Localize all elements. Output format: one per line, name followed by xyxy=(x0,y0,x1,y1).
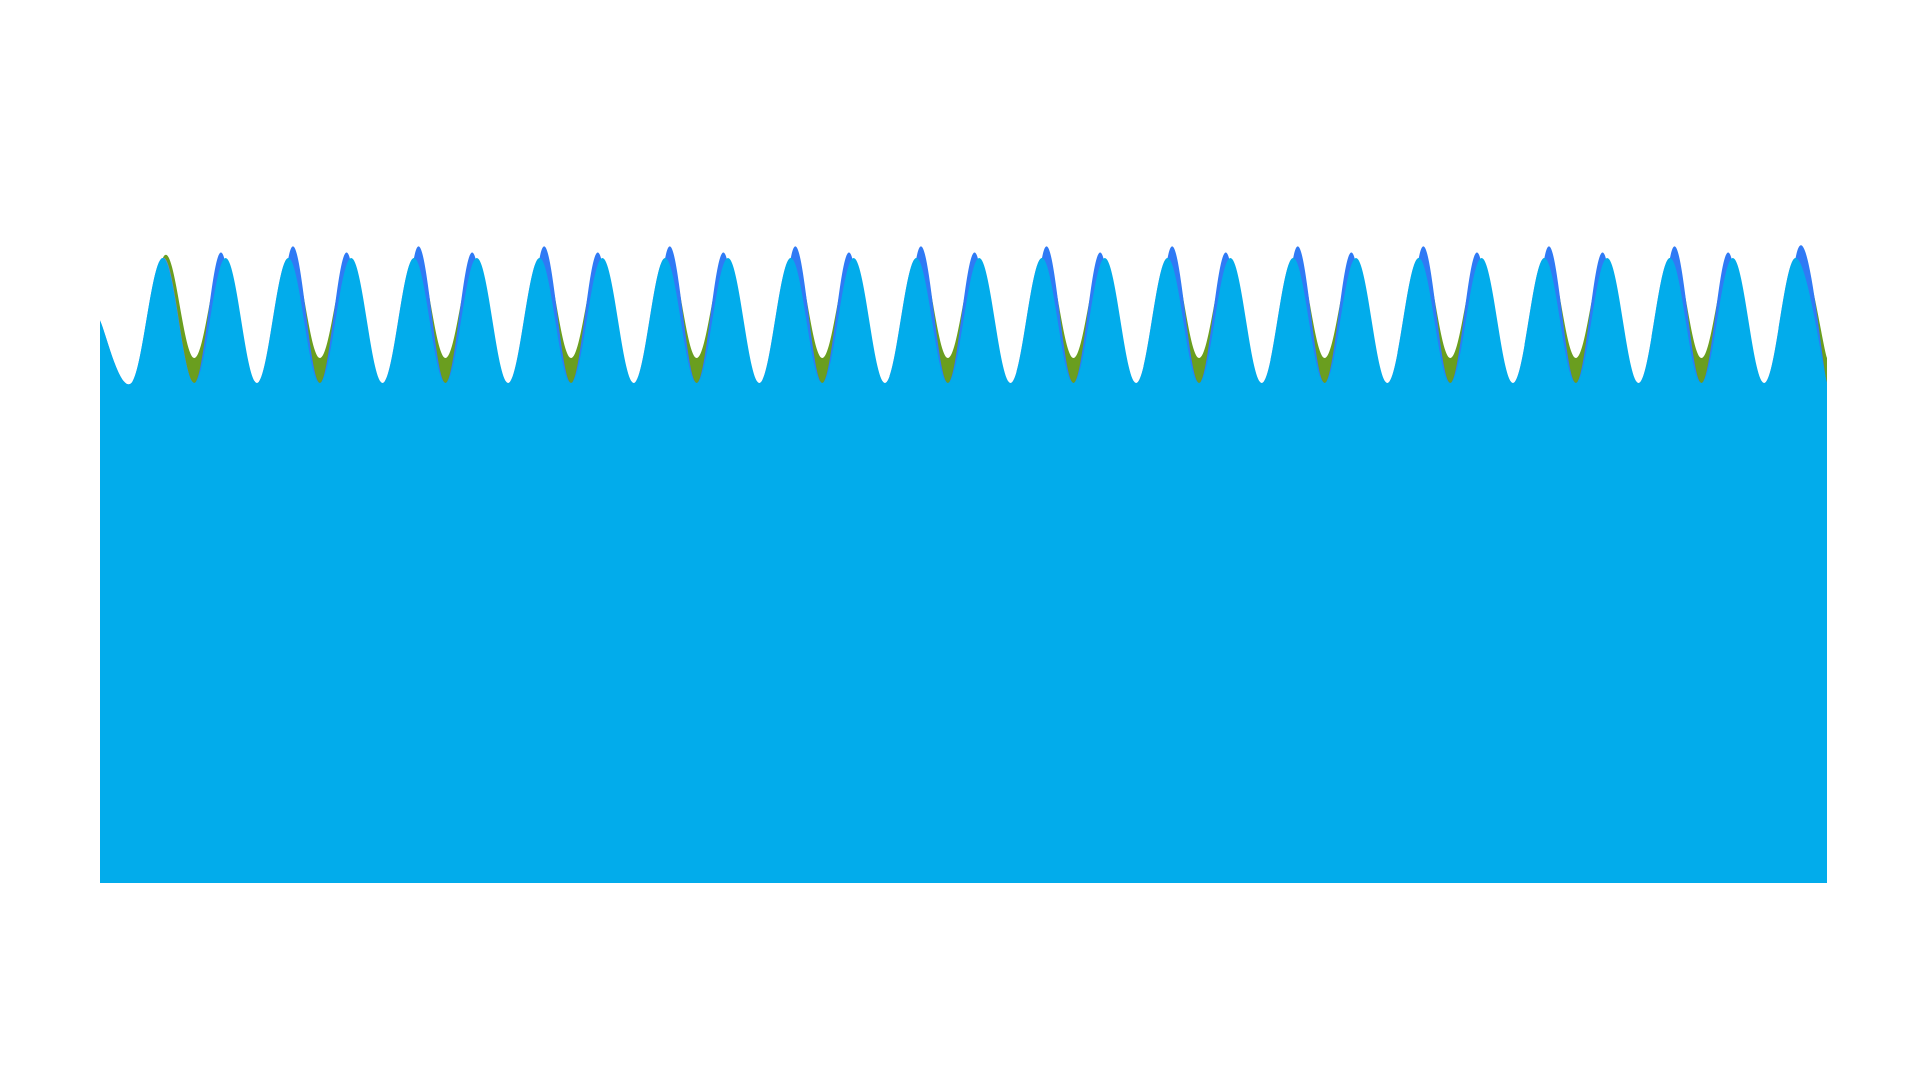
area-series-4 xyxy=(100,258,1827,883)
